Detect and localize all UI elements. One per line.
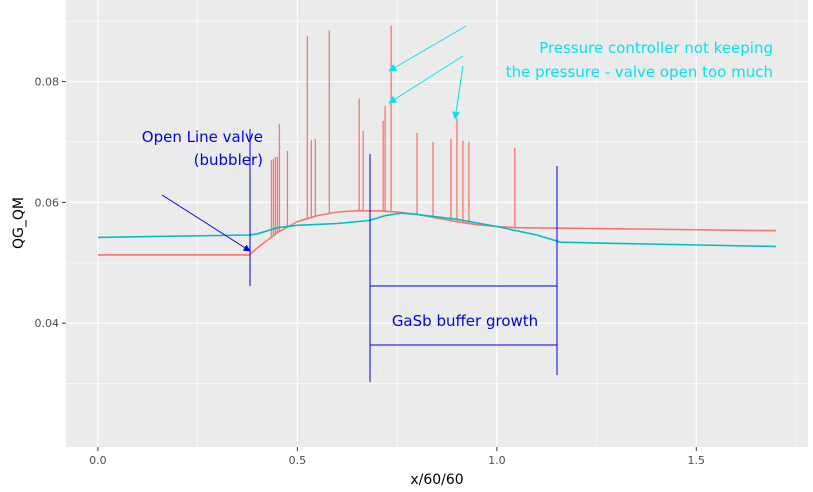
- y-axis-title: QG_QM: [11, 197, 27, 249]
- y-tick-label: 0.04: [35, 317, 60, 330]
- axes: 0.0 0.5 1.0 1.5 0.04 0.06 0.08: [35, 76, 706, 467]
- annotation-pressure: Pressure controller not keeping the pres…: [388, 25, 773, 120]
- x-axis-title: x/60/60: [410, 472, 463, 488]
- x-tick-label: 0.5: [289, 454, 307, 467]
- annotation-gasb-label: GaSb buffer growth: [392, 312, 538, 330]
- annotation-gasb-box: [369, 285, 558, 346]
- annotation-open-line: Open Line valve (bubbler): [142, 128, 263, 286]
- y-tick-label: 0.06: [35, 196, 60, 209]
- annotation-pressure-line-2: the pressure - valve open too much: [506, 63, 773, 81]
- annotation-open-line-arrow: [161, 194, 251, 252]
- annotation-pressure-arrow-2: [388, 55, 464, 104]
- y-tick-label: 0.08: [35, 76, 60, 89]
- annotation-pressure-arrow-3: [452, 65, 464, 120]
- x-tick-label: 1.0: [488, 454, 506, 467]
- series-layer: [97, 25, 777, 256]
- x-tick-label: 0.0: [89, 454, 107, 467]
- annotation-open-line-line-1: Open Line valve: [142, 128, 263, 146]
- annotation-pressure-line-1: Pressure controller not keeping: [539, 39, 773, 57]
- annotation-pressure-arrow-1: [388, 25, 467, 72]
- series-2-line: [97, 212, 777, 248]
- x-tick-label: 1.5: [688, 454, 706, 467]
- annotation-gasb: GaSb buffer growth: [369, 154, 558, 382]
- series-2: [97, 212, 777, 248]
- grid: [66, 0, 808, 447]
- annotation-open-line-line-2: (bubbler): [194, 151, 263, 169]
- plot-panel: [66, 0, 808, 447]
